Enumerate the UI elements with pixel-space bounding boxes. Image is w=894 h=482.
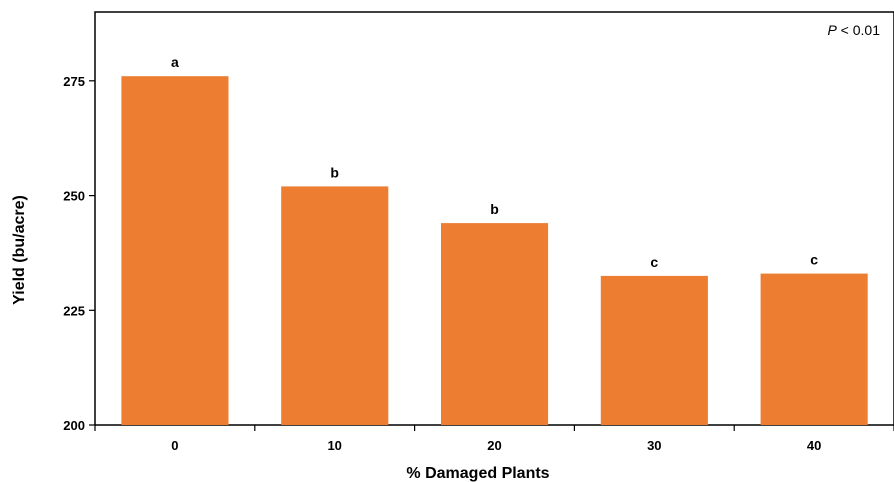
x-tick-label-0: 0 — [171, 438, 178, 453]
data-label-30: c — [650, 254, 658, 270]
data-label-0: a — [171, 54, 179, 70]
bar-20 — [441, 223, 549, 425]
y-tick-label-275: 275 — [63, 74, 85, 89]
bar-30 — [600, 275, 708, 425]
x-axis-ticks: 0 10 20 30 40 — [94, 425, 894, 453]
data-label-20: b — [490, 201, 499, 217]
x-tick-label-10: 10 — [327, 438, 341, 453]
data-labels-group: a b b c c — [171, 54, 818, 270]
bar-0 — [121, 76, 229, 425]
bar-10 — [281, 186, 389, 425]
x-tick-label-30: 30 — [647, 438, 661, 453]
annotation-p-value: P < 0.01 — [827, 22, 880, 38]
x-axis-title: % Damaged Plants — [406, 465, 549, 482]
y-tick-label-200: 200 — [63, 418, 85, 433]
y-tick-label-250: 250 — [63, 189, 85, 204]
bar-40 — [760, 273, 868, 425]
y-tick-label-225: 225 — [63, 303, 85, 318]
data-label-10: b — [330, 164, 339, 180]
y-axis-title: Yield (bu/acre) — [11, 195, 28, 305]
bars-group — [121, 76, 868, 425]
data-label-40: c — [810, 252, 818, 268]
x-tick-label-20: 20 — [487, 438, 501, 453]
x-tick-label-40: 40 — [807, 438, 821, 453]
y-axis-ticks: 200 225 250 275 — [63, 74, 95, 433]
